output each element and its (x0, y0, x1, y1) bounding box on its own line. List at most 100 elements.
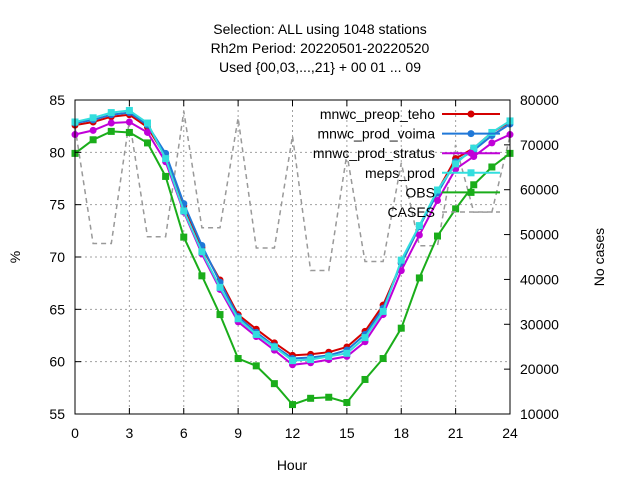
data-point-OBS (361, 375, 369, 383)
data-point-mnwc_prod_stratus (397, 267, 405, 275)
data-point-OBS (216, 311, 224, 319)
data-point-OBS (234, 355, 242, 363)
x-tick-label: 12 (285, 425, 301, 441)
data-point-meps_prod (415, 222, 423, 230)
y-tick-label: 70 (49, 249, 65, 265)
y2-tick-label: 70000 (520, 137, 559, 153)
y-tick-label: 75 (49, 197, 65, 213)
y2-tick-label: 20000 (520, 361, 559, 377)
x-tick-label: 9 (234, 425, 242, 441)
x-tick-label: 6 (180, 425, 188, 441)
data-point-meps_prod (216, 283, 224, 291)
data-point-meps_prod (434, 186, 441, 194)
data-point-meps_prod (89, 114, 97, 122)
data-point-meps_prod (180, 207, 188, 215)
data-point-meps_prod (125, 106, 133, 114)
data-point-mnwc_prod_stratus (89, 126, 97, 134)
legend: mnwc_preop_teho mnwc_prod_voima mnwc_prod_… (313, 106, 500, 220)
data-point-OBS (125, 128, 133, 136)
data-point-meps_prod (107, 109, 115, 117)
y2-tick-label: 60000 (520, 182, 559, 198)
chart-title-line-1: Selection: ALL using 1048 stations (213, 21, 427, 37)
y2-axis-label: No cases (591, 228, 607, 286)
data-point-meps_prod (397, 256, 405, 264)
y2-tick-label: 10000 (520, 406, 559, 422)
chart-title-line-2: Rh2m Period: 20220501-20220520 (210, 40, 430, 56)
data-point-OBS (289, 401, 296, 409)
legend-marker-mnwc_prod_stratus (467, 149, 475, 157)
data-point-meps_prod (234, 315, 242, 323)
data-point-meps_prod (252, 330, 260, 338)
y2-tick-label: 50000 (520, 227, 559, 243)
data-point-OBS (198, 272, 206, 280)
legend-label-mnwc_prod_voima: mnwc_prod_voima (318, 126, 436, 142)
x-tick-label: 0 (71, 425, 79, 441)
legend-label-mnwc_prod_stratus: mnwc_prod_stratus (313, 145, 435, 161)
legend-label-OBS: OBS (405, 184, 435, 200)
y-tick-label: 65 (49, 301, 65, 317)
legend-marker-meps_prod (467, 169, 475, 177)
data-point-OBS (415, 274, 423, 282)
data-point-meps_prod (289, 357, 296, 365)
legend-label-mnwc_preop_teho: mnwc_preop_teho (320, 106, 435, 122)
axes: 0 3 6 9 12 15 18 21 24 55 60 65 70 75 80 85 10000 20000 30… (49, 92, 559, 441)
data-point-OBS (107, 127, 115, 135)
y2-tick-label: 30000 (520, 316, 559, 332)
data-point-meps_prod (198, 248, 206, 256)
data-point-meps_prod (470, 144, 478, 152)
data-point-OBS (452, 205, 460, 213)
series-line-mnwc_prod_stratus (74, 120, 511, 366)
data-point-meps_prod (452, 160, 460, 168)
data-point-OBS (144, 139, 151, 147)
legend-marker-mnwc_preop_teho (467, 110, 475, 118)
data-point-mnwc_prod_stratus (488, 139, 496, 147)
data-point-OBS (434, 232, 441, 240)
data-point-mnwc_prod_stratus (107, 119, 115, 127)
legend-label-meps_prod: meps_prod (365, 165, 435, 181)
data-point-OBS (488, 163, 496, 171)
data-point-OBS (343, 398, 351, 406)
data-point-mnwc_prod_stratus (415, 231, 423, 239)
data-point-meps_prod (162, 155, 170, 163)
data-point-meps_prod (325, 352, 333, 360)
data-point-OBS (325, 393, 333, 401)
data-point-meps_prod (144, 119, 151, 127)
data-point-OBS (397, 324, 405, 332)
data-point-mnwc_prod_stratus (144, 128, 151, 136)
series-layer (71, 106, 514, 409)
x-tick-label: 24 (502, 425, 518, 441)
legend-marker-mnwc_prod_voima (467, 130, 475, 138)
data-point-mnwc_prod_stratus (125, 118, 133, 126)
data-point-OBS (307, 394, 315, 402)
legend-label-CASES: CASES (388, 204, 435, 220)
data-point-meps_prod (488, 128, 496, 136)
y-tick-label: 80 (49, 144, 65, 160)
data-point-OBS (162, 172, 170, 180)
y-axis-label: % (7, 251, 23, 263)
y-tick-label: 55 (49, 406, 65, 422)
y2-tick-label: 80000 (520, 92, 559, 108)
x-tick-label: 3 (125, 425, 133, 441)
y-tick-label: 60 (49, 354, 65, 370)
data-point-OBS (89, 136, 97, 144)
series-line-CASES (74, 111, 511, 272)
y-tick-label: 85 (49, 92, 65, 108)
data-point-mnwc_prod_stratus (434, 196, 441, 204)
x-tick-label: 21 (448, 425, 464, 441)
data-point-meps_prod (270, 343, 278, 351)
data-point-OBS (252, 362, 260, 370)
data-point-meps_prod (361, 334, 369, 342)
data-point-OBS (470, 181, 478, 189)
x-tick-label: 15 (339, 425, 355, 441)
data-point-meps_prod (379, 307, 387, 315)
x-tick-label: 18 (393, 425, 409, 441)
data-point-meps_prod (343, 349, 351, 357)
x-axis-label: Hour (277, 457, 308, 473)
legend-marker-OBS (467, 188, 475, 196)
data-point-OBS (180, 233, 188, 241)
y2-tick-label: 40000 (520, 271, 559, 287)
data-point-meps_prod (307, 356, 315, 364)
data-point-OBS (379, 355, 387, 363)
data-point-OBS (270, 380, 278, 388)
